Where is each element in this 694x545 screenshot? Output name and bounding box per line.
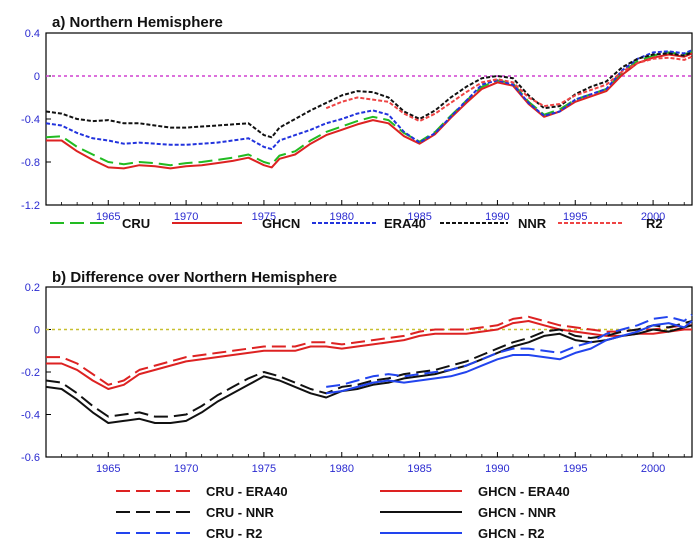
series-line-era40 <box>45 49 693 151</box>
x-tick-label: 2000 <box>641 463 665 475</box>
x-tick-label: 1975 <box>252 463 276 475</box>
panel-b-frame <box>45 286 693 458</box>
legend-label: NNR <box>518 216 547 231</box>
panel-a-series <box>45 49 693 170</box>
panel-a: a) Northern Hemisphere 0.4 0 -0.4 -0.8 -1.2 1… <box>21 14 693 231</box>
series-line-cru-r2 <box>326 313 693 388</box>
x-tick-label: 1990 <box>485 463 509 475</box>
legend-label: CRU - R2 <box>206 526 262 541</box>
y-tick-label: -0.6 <box>21 452 40 464</box>
legend-label: GHCN - R2 <box>478 526 544 541</box>
series-line-ghcn <box>46 52 693 170</box>
x-tick-label: 1985 <box>407 463 431 475</box>
y-tick-label: -1.2 <box>21 200 40 212</box>
x-tick-label: 1995 <box>563 463 587 475</box>
panel-b-legend: CRU - ERA40 GHCN - ERA40 CRU - NNR GHCN - N… <box>116 484 570 541</box>
x-tick-label: 1980 <box>330 211 354 223</box>
panel-a-legend: CRU GHCN ERA40 NNR R2 <box>50 216 663 231</box>
x-tick-label: 1985 <box>407 211 431 223</box>
series-line-nnr <box>45 51 693 139</box>
legend-label: CRU - ERA40 <box>206 484 288 499</box>
y-tick-label: 0.4 <box>25 28 40 40</box>
legend-label: ERA40 <box>384 216 426 231</box>
series-line-r2 <box>325 55 693 123</box>
y-tick-label: -0.4 <box>21 410 40 422</box>
x-tick-label: 1995 <box>563 211 587 223</box>
series-line-ghcn-r2 <box>326 320 693 395</box>
y-tick-label: 0.2 <box>25 282 40 294</box>
y-tick-label: 0 <box>34 71 40 83</box>
panel-a-frame <box>45 32 693 206</box>
y-tick-label: 0 <box>34 325 40 337</box>
legend-label: R2 <box>646 216 663 231</box>
y-tick-label: -0.8 <box>21 157 40 169</box>
legend-label: CRU <box>122 216 150 231</box>
x-tick-label: 1965 <box>96 463 120 475</box>
legend-label: CRU - NNR <box>206 505 274 520</box>
panel-b-ticks: 0.2 0 -0.2 -0.4 -0.6 1965 1970 1975 1980 1985 1990… <box>21 282 692 475</box>
panel-b-title: b) Difference over Northern Hemisphere <box>52 269 337 286</box>
series-line-ghcn-era40 <box>46 320 692 390</box>
panel-a-title: a) Northern Hemisphere <box>52 14 223 31</box>
legend-label: GHCN - NNR <box>478 505 557 520</box>
legend-label: GHCN - ERA40 <box>478 484 570 499</box>
legend-label: GHCN <box>262 216 300 231</box>
x-tick-label: 1980 <box>330 463 354 475</box>
y-tick-label: -0.4 <box>21 114 40 126</box>
x-tick-label: 1965 <box>96 211 120 223</box>
x-tick-label: 1970 <box>174 211 198 223</box>
panel-b-series <box>45 313 693 424</box>
series-line-cru-era40 <box>46 315 692 386</box>
x-tick-label: 1975 <box>252 211 276 223</box>
y-tick-label: -0.2 <box>21 367 40 379</box>
x-tick-label: 1990 <box>485 211 509 223</box>
panel-b: b) Difference over Northern Hemisphere 0… <box>21 269 693 541</box>
panel-a-ticks: 0.4 0 -0.4 -0.8 -1.2 1965 1970 1975 1980 1985 1990… <box>21 28 692 223</box>
x-tick-label: 1970 <box>174 463 198 475</box>
x-tick-label: 2000 <box>641 211 665 223</box>
series-line-cru <box>45 50 693 167</box>
series-line-cru-nnr <box>45 320 693 418</box>
